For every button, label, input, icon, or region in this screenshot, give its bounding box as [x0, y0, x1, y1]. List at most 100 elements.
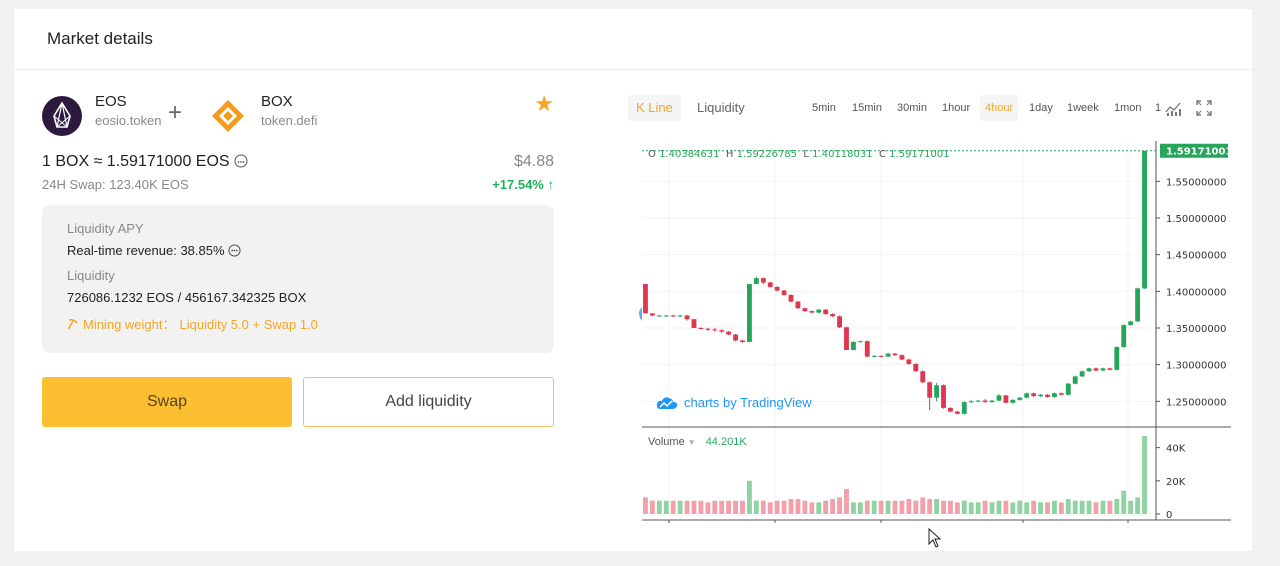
volume-bar	[948, 500, 953, 514]
candle	[1024, 393, 1030, 398]
candle	[857, 341, 863, 343]
candle	[1072, 376, 1078, 384]
info-dots-icon[interactable]	[228, 244, 241, 257]
volume-bar	[913, 500, 919, 514]
favorite-star-icon[interactable]: ★	[534, 91, 554, 116]
candle	[1142, 150, 1147, 289]
volume-bar	[1072, 500, 1078, 514]
volume-bar	[1038, 502, 1043, 514]
scroll-handle-icon	[639, 307, 642, 321]
volume-bar	[760, 500, 766, 514]
volume-bar	[1114, 499, 1120, 514]
candle	[1058, 393, 1064, 395]
volume-bar	[705, 502, 711, 514]
plus-icon: +	[168, 99, 183, 126]
candle	[823, 309, 829, 315]
volume-bar	[767, 502, 773, 514]
timeframe-4hour[interactable]: 4hour	[980, 95, 1019, 121]
volume-bar	[996, 500, 1002, 514]
volume-bar	[1128, 500, 1134, 514]
candle	[788, 295, 794, 302]
swap-button[interactable]: Swap	[42, 377, 292, 427]
candle	[844, 327, 849, 350]
liquidity-label: Liquidity	[67, 268, 115, 283]
timeframe-1hour[interactable]: 1hour	[942, 102, 971, 114]
timeframe-1mon[interactable]: 1mon	[1114, 102, 1142, 114]
add-liquidity-button[interactable]: Add liquidity	[303, 377, 554, 427]
candle	[975, 400, 981, 402]
volume-bar	[1093, 502, 1099, 514]
volume-bar	[698, 500, 704, 514]
timeframe-1day[interactable]: 1day	[1029, 102, 1053, 114]
volume-bar	[1100, 500, 1106, 514]
indicators-icon[interactable]	[1165, 99, 1183, 117]
timeframe-30min[interactable]: 30min	[897, 102, 927, 114]
timeframe-5min[interactable]: 5min	[812, 102, 836, 114]
volume-tick-label: 0	[1166, 510, 1172, 521]
volume-bar	[871, 500, 877, 514]
price-tick-label: 1.55000000	[1166, 177, 1226, 188]
candle	[1093, 368, 1099, 371]
volume-bar	[1065, 499, 1071, 514]
candle	[878, 355, 884, 357]
volume-bar	[975, 502, 981, 514]
candlestick-chart[interactable]: 1.55000000 1.50000000 1.45000000 1.40000000…	[628, 131, 1231, 523]
candle	[830, 314, 836, 317]
candle	[677, 315, 683, 317]
candle	[1114, 347, 1120, 370]
volume-bar	[663, 500, 669, 514]
volume-bar	[878, 500, 884, 514]
swap-row: 24H Swap: 123.40K EOS +17.54% ↑	[42, 177, 554, 197]
tradingview-link[interactable]: charts by TradingView	[656, 395, 812, 410]
volume-bar	[684, 500, 690, 514]
volume-bar	[1058, 502, 1064, 514]
candle	[760, 278, 766, 283]
volume-bar	[830, 499, 836, 514]
volume-bar	[1107, 500, 1113, 514]
volume-bar	[781, 500, 787, 514]
volume-bar	[954, 502, 960, 514]
token-b-contract: token.defi	[261, 113, 318, 128]
volume-bar	[857, 502, 863, 514]
arrow-up-icon: ↑	[547, 177, 555, 192]
candle	[740, 340, 745, 342]
mining-weight: Mining weight： Liquidity 5.0 + Swap 1.0	[67, 315, 554, 335]
liquidity-value: 726086.1232 EOS / 456167.342325 BOX	[67, 290, 307, 305]
timeframe-more[interactable]: 1	[1155, 102, 1162, 114]
candle	[726, 331, 732, 335]
page-title: Market details	[14, 9, 1252, 70]
volume-bar	[670, 500, 676, 514]
candle	[906, 359, 912, 364]
volume-label: Volume ▼ 44.201K	[648, 436, 747, 448]
candle	[795, 301, 801, 309]
switch-icon[interactable]	[234, 154, 248, 168]
current-price-label: 1.59171001	[1166, 147, 1231, 158]
apy-label: Liquidity APY	[67, 221, 144, 236]
tab-liquidity[interactable]: Liquidity	[697, 100, 745, 115]
candle	[864, 341, 870, 357]
candle	[837, 316, 842, 328]
current-price-badge	[1160, 143, 1228, 158]
realtime-revenue: Real-time revenue: 38.85%	[67, 241, 554, 268]
candle	[802, 308, 808, 312]
candle	[1107, 368, 1113, 370]
tab-k-line[interactable]: K Line	[628, 95, 681, 121]
volume-bar	[920, 497, 926, 514]
swap-volume-24h: 24H Swap: 123.40K EOS	[42, 177, 189, 192]
caret-down-icon[interactable]: ▼	[687, 438, 696, 447]
volume-bar	[885, 500, 891, 514]
fullscreen-icon[interactable]	[1195, 99, 1213, 117]
volume-bar	[1017, 500, 1023, 514]
timeframe-1week[interactable]: 1week	[1067, 102, 1099, 114]
price-tick-label: 1.35000000	[1166, 324, 1226, 335]
volume-bar	[837, 497, 842, 514]
volume-bar	[1031, 500, 1037, 514]
timeframe-15min[interactable]: 15min	[852, 102, 882, 114]
candle	[809, 311, 815, 313]
candle	[1121, 325, 1127, 348]
candle	[927, 382, 933, 398]
volume-bar	[643, 497, 648, 514]
volume-bar	[892, 500, 898, 514]
candle	[1128, 321, 1134, 326]
volume-bar	[795, 499, 801, 514]
